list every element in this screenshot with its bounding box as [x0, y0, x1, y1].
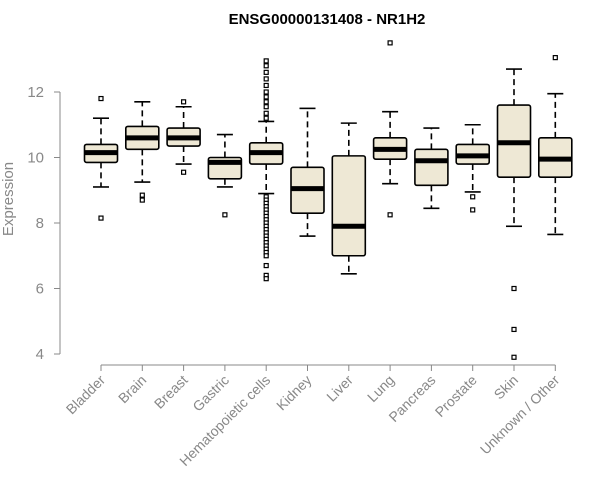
- outlier-point: [470, 194, 476, 200]
- outlier-point: [139, 197, 145, 203]
- outlier-point: [511, 354, 517, 360]
- box-unknown-other: [537, 55, 573, 236]
- outlier-point: [552, 55, 558, 61]
- y-tick-label: 10: [27, 150, 44, 167]
- outlier-point: [263, 58, 269, 64]
- outlier-point: [263, 94, 269, 100]
- x-tick-label: Brain: [115, 372, 149, 406]
- outlier-point: [263, 63, 269, 69]
- outlier-point: [98, 95, 104, 102]
- outlier-point: [470, 207, 476, 213]
- box-kidney: [290, 107, 325, 237]
- outlier-point: [387, 40, 393, 46]
- box-prostate: [455, 123, 491, 213]
- outlier-point: [263, 115, 269, 121]
- box-iqr: [414, 148, 449, 187]
- outlier-point: [263, 276, 269, 282]
- box-hematopoietic-cells: [248, 58, 284, 282]
- y-axis-label: Expression: [0, 162, 17, 236]
- y-tick-label: 4: [36, 346, 44, 363]
- x-tick-label: Skin: [491, 372, 522, 403]
- box-brain: [125, 101, 160, 203]
- outlier-point: [139, 192, 145, 198]
- box-bladder: [83, 95, 119, 221]
- y-axis: 4 6 8 10 12: [27, 84, 61, 363]
- outlier-point: [263, 110, 269, 116]
- x-tick-label: Breast: [151, 372, 191, 412]
- box-lung: [372, 40, 408, 218]
- outlier-point: [263, 89, 269, 95]
- outlier-point: [263, 99, 269, 105]
- outlier-point: [181, 99, 187, 105]
- y-tick-label: 8: [36, 215, 44, 232]
- box-liver: [331, 122, 367, 275]
- chart-title: ENSG00000131408 - NR1H2: [229, 11, 426, 28]
- outlier-point: [511, 326, 517, 333]
- box-pancreas: [414, 127, 449, 210]
- outlier-point: [263, 69, 269, 75]
- box-breast: [166, 99, 201, 175]
- outlier-point: [263, 253, 269, 259]
- x-tick-label: Kidney: [273, 372, 315, 414]
- x-tick-label: Bladder: [63, 372, 109, 418]
- x-tick-label: Liver: [323, 372, 356, 405]
- x-tick-label: Lung: [364, 372, 397, 405]
- outlier-point: [387, 212, 393, 218]
- outlier-point: [511, 285, 517, 292]
- boxes-group: [83, 40, 573, 360]
- box-gastric: [207, 133, 243, 218]
- outlier-point: [263, 76, 269, 82]
- box-skin: [496, 68, 532, 360]
- outlier-point: [263, 262, 269, 269]
- outlier-point: [263, 104, 269, 110]
- outlier-point: [222, 212, 228, 218]
- outlier-point: [263, 82, 269, 89]
- y-tick-label: 6: [36, 281, 44, 298]
- outlier-point: [181, 169, 187, 175]
- y-tick-label: 12: [27, 84, 44, 101]
- outlier-point: [98, 215, 104, 221]
- box-iqr: [331, 155, 367, 257]
- x-tick-label: Prostate: [432, 372, 480, 420]
